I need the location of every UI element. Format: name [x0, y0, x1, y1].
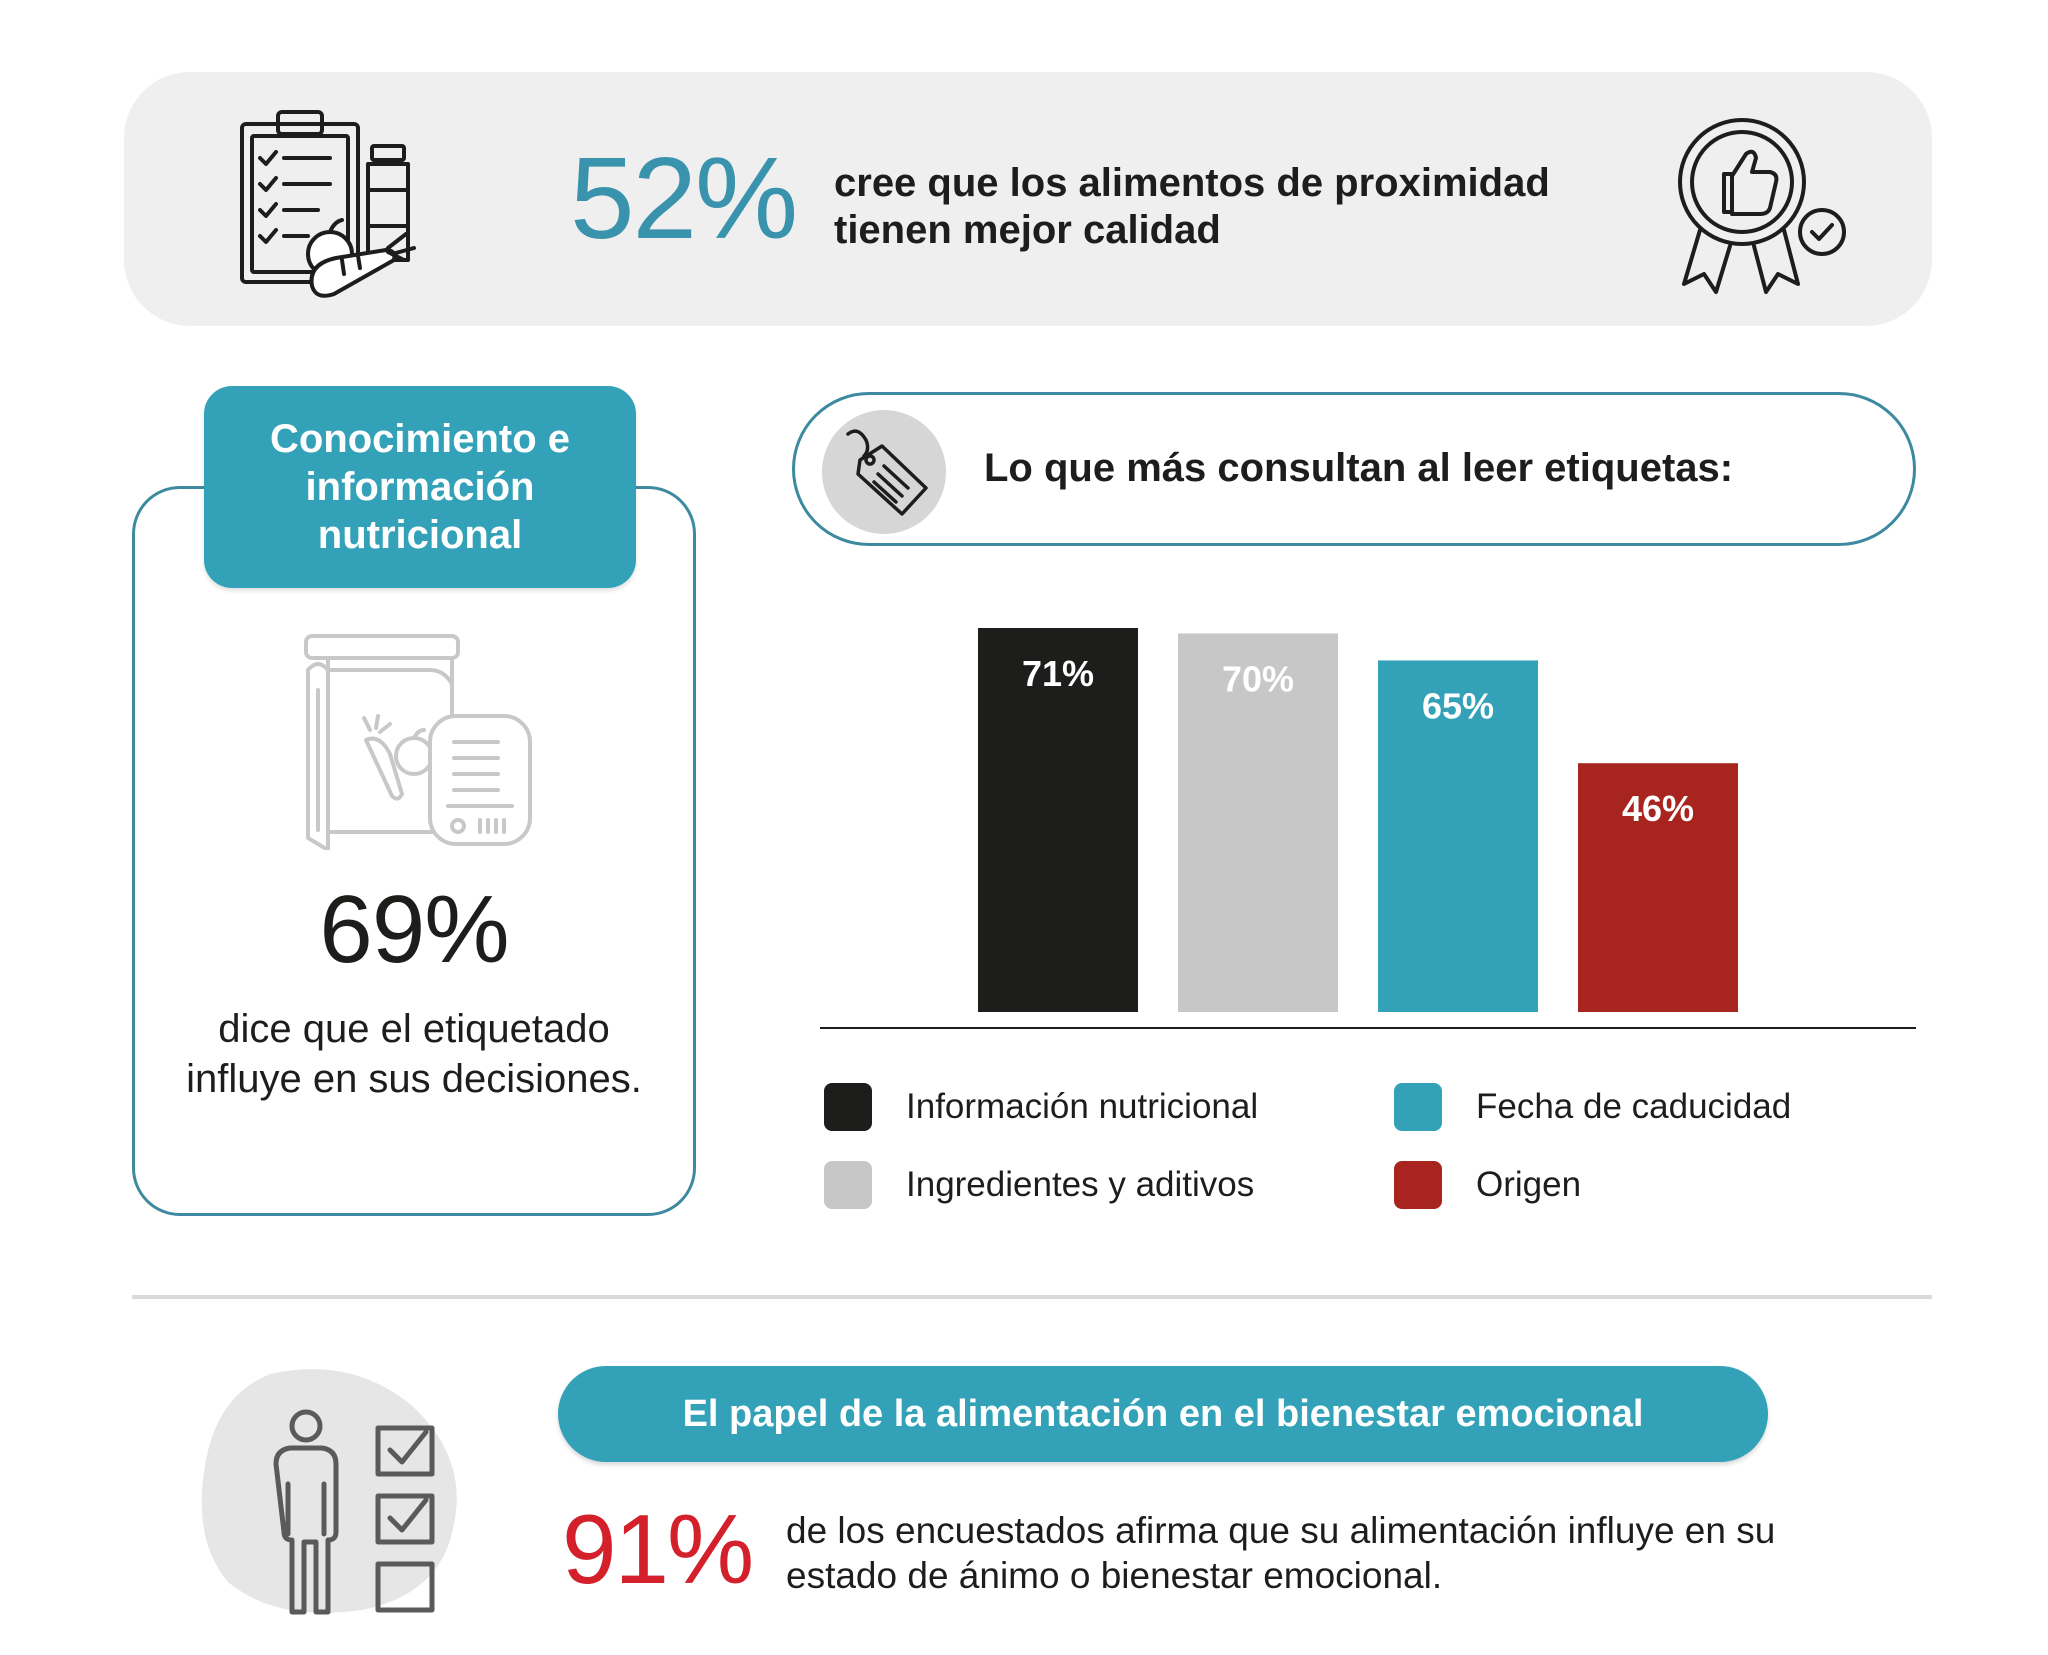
legend-swatch	[1394, 1161, 1442, 1209]
knowledge-percent: 69%	[319, 876, 509, 983]
bar-chart: 71% 70% 65% 46%	[820, 628, 1916, 1029]
bar-value-label: 70%	[1222, 658, 1294, 699]
chart-title: Lo que más consultan al leer etiquetas:	[984, 446, 1734, 490]
bar-2	[1178, 633, 1338, 1012]
legend-label: Fecha de caducidad	[1476, 1087, 1792, 1126]
chart-header-pill	[792, 392, 1916, 546]
award-ribbon-icon	[1678, 118, 1846, 294]
knowledge-card-title: Conocimiento e información nutricional	[269, 417, 571, 557]
legend-label: Ingredientes y aditivos	[906, 1165, 1255, 1204]
bar-value-label: 46%	[1622, 788, 1694, 829]
bar-value-label: 65%	[1422, 685, 1494, 726]
wellbeing-title: El papel de la alimentación en el bienes…	[682, 1392, 1644, 1435]
price-tag-icon	[846, 429, 928, 516]
banner-percent: 52%	[570, 133, 798, 263]
bar-4	[1578, 763, 1738, 1012]
knowledge-card-tab: Conocimiento e información nutricional	[204, 386, 636, 588]
legend-swatch	[824, 1161, 872, 1209]
legend-label: Origen	[1476, 1165, 1582, 1204]
tag-icon-background	[822, 410, 946, 534]
legend-swatch	[824, 1083, 872, 1131]
wellbeing-title-pill: El papel de la alimentación en el bienes…	[558, 1366, 1768, 1462]
top-banner	[124, 72, 1932, 326]
legend-item-ingredientes-y-aditivos: Ingredientes y aditivos	[824, 1160, 1254, 1210]
legend-item-origen: Origen	[1394, 1160, 1581, 1210]
legend-item-informacion-nutricional: Información nutricional	[824, 1082, 1258, 1132]
knowledge-card	[132, 486, 696, 1216]
clipboard-checklist-icon	[240, 110, 416, 298]
section-divider	[132, 1295, 1932, 1299]
bar-value-label: 71%	[1022, 653, 1094, 694]
bar-1	[978, 628, 1138, 1012]
wellbeing-percent: 91%	[562, 1494, 754, 1604]
legend-label: Información nutricional	[906, 1087, 1259, 1126]
wellbeing-text: de los encuestados afirma que su aliment…	[786, 1510, 1776, 1596]
banner-text: cree que los alimentos de proximidad tie…	[834, 161, 1550, 252]
food-package-label-icon	[304, 634, 532, 850]
legend-item-fecha-de-caducidad: Fecha de caducidad	[1394, 1082, 1791, 1132]
legend-swatch	[1394, 1083, 1442, 1131]
person-checklist-icon	[273, 1409, 435, 1615]
bar-3	[1378, 660, 1538, 1012]
knowledge-text: dice que el etiquetado influye en sus de…	[186, 1007, 642, 1101]
